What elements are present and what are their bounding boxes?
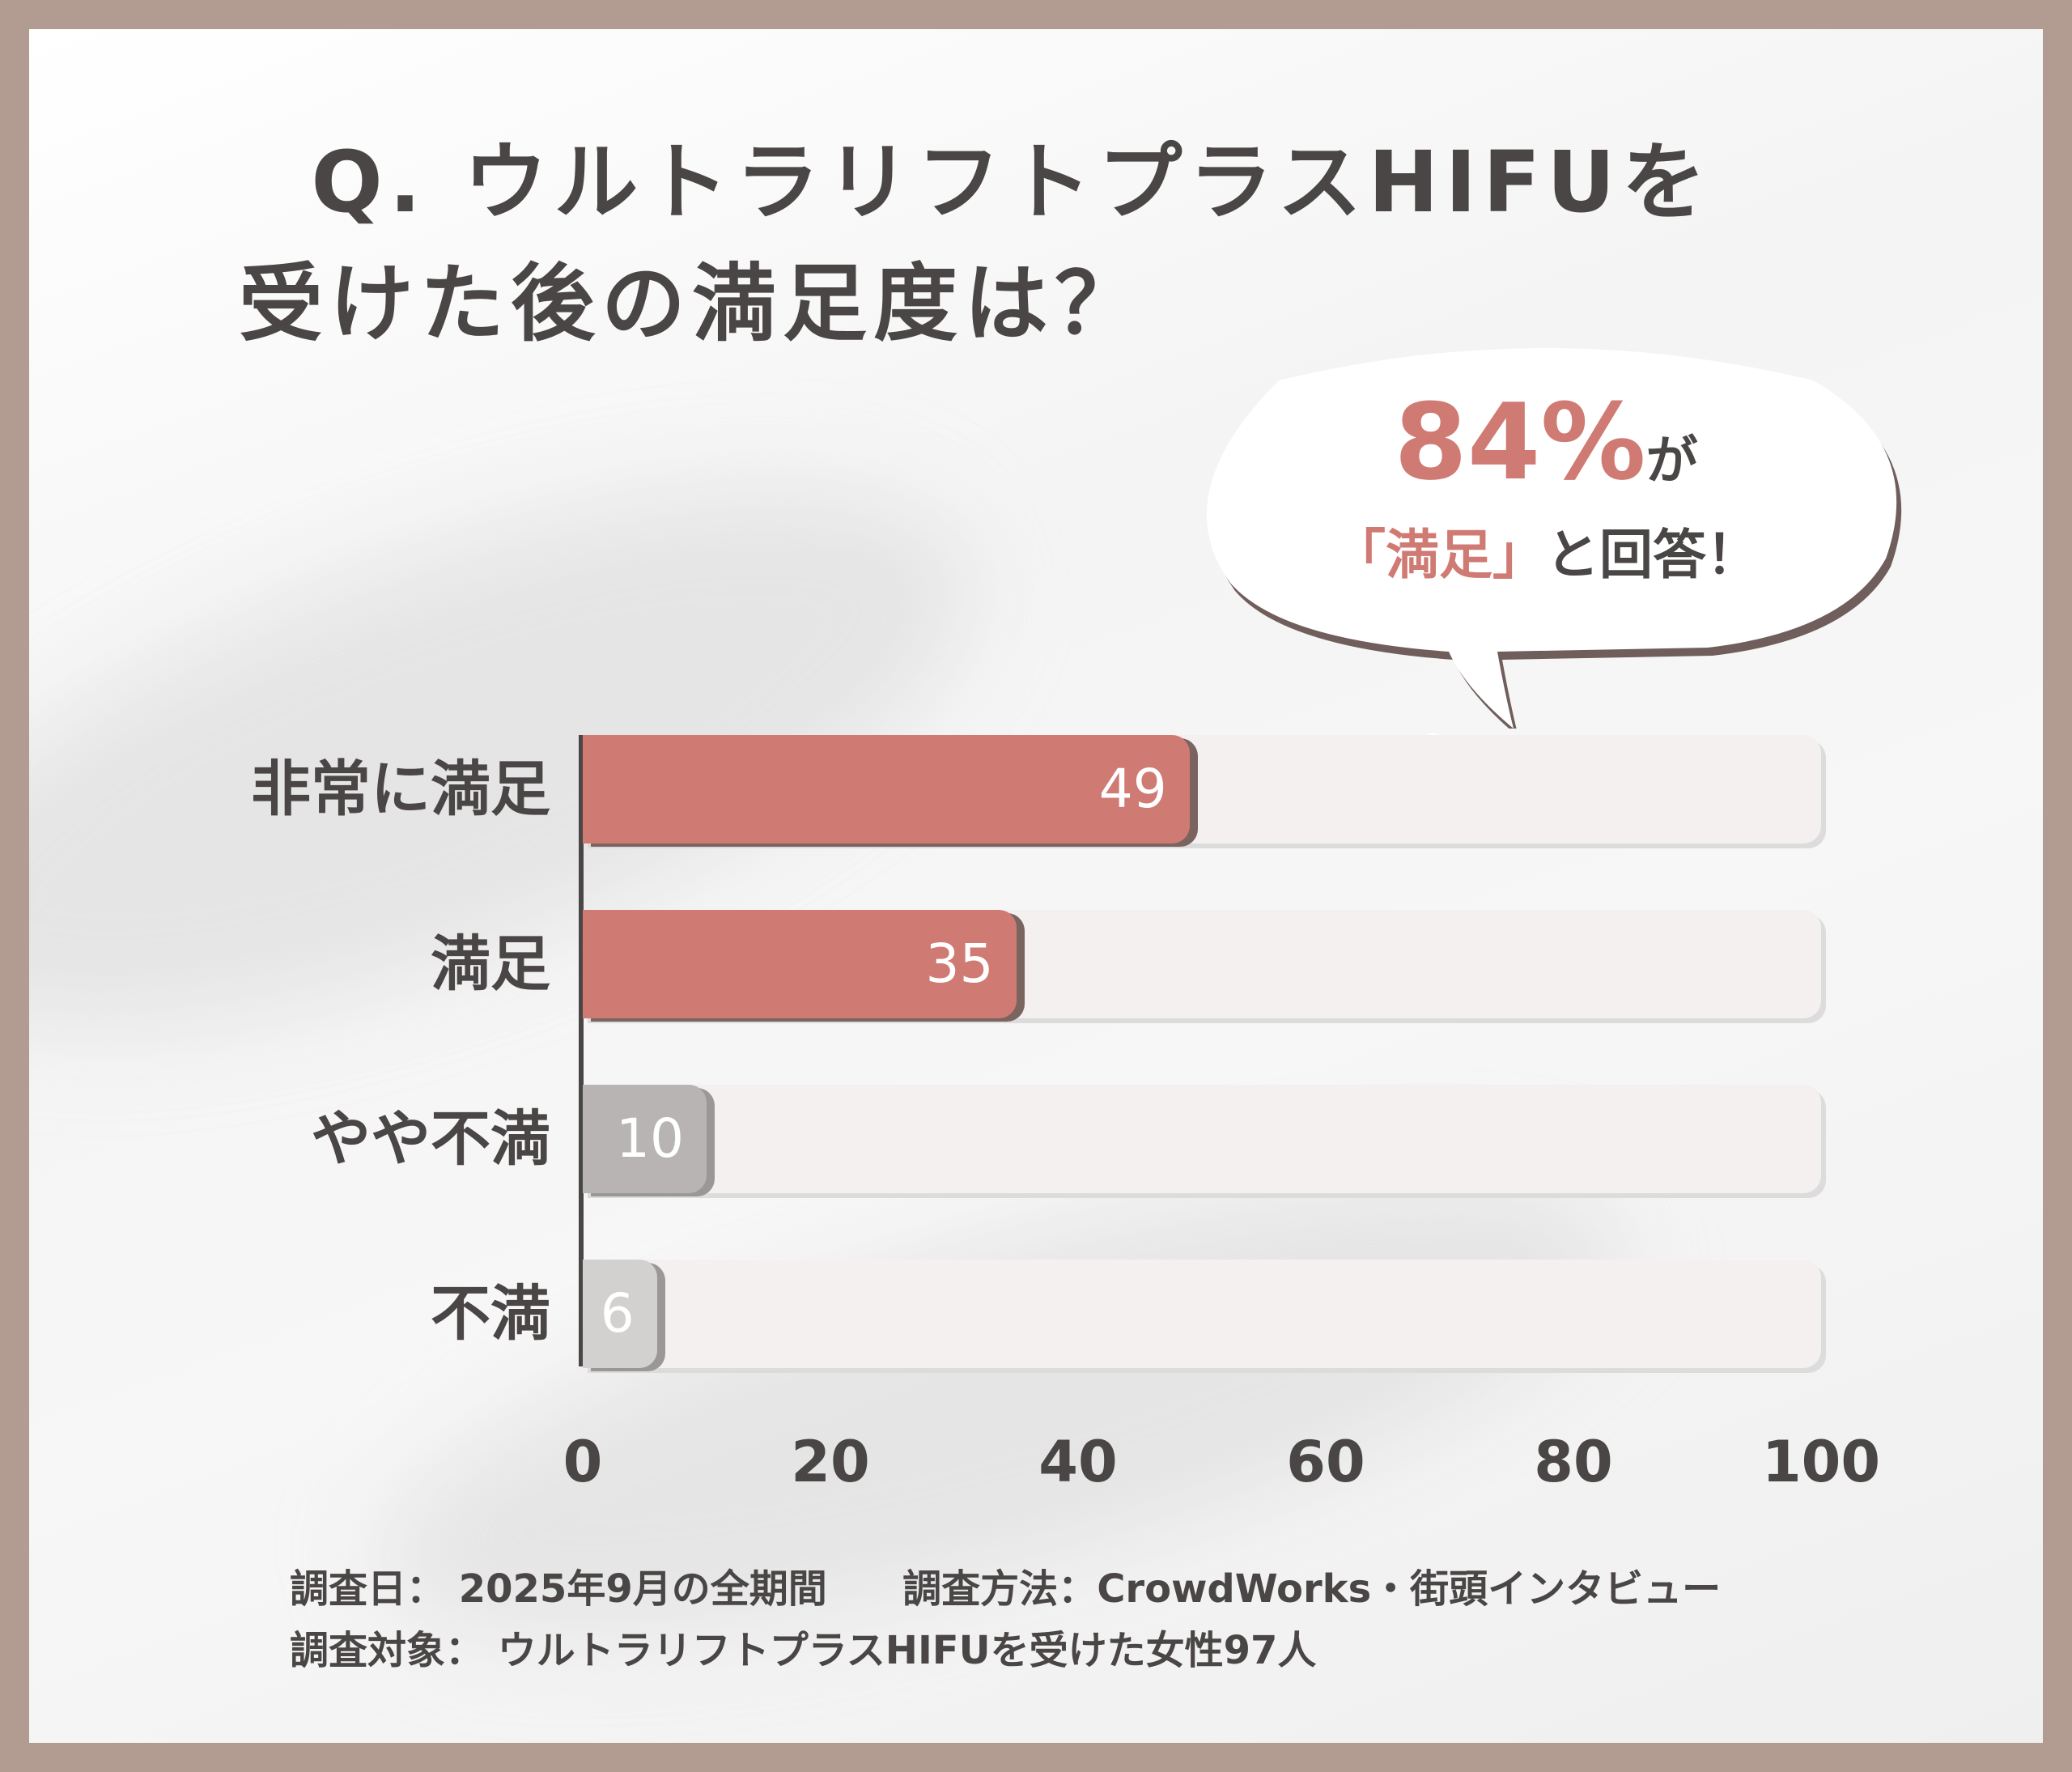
survey-footer: 調査日： 2025年9月の全期間 調査方法：CrowdWorks・街頭インタビュ… [290, 1558, 1721, 1681]
y-axis-line [579, 735, 584, 1366]
speech-bubble [1206, 348, 1902, 729]
survey-method-label: 調査方法： [902, 1566, 1098, 1612]
title-line-2: 受けた後の満足度は？ [238, 254, 1145, 353]
x-tick-label: 100 [1761, 1429, 1881, 1495]
x-tick-label: 0 [563, 1429, 603, 1495]
category-label: やや不満 [311, 1104, 550, 1174]
bar-2 [583, 910, 1017, 1018]
survey-target-value: ウルトラリフトプラスHIFUを受けた女性97人 [497, 1628, 1317, 1673]
bar-value-label: 35 [925, 933, 994, 995]
bar-1 [583, 735, 1190, 844]
chart-card [29, 29, 2043, 1743]
survey-date-value: 2025年9月の全期間 [458, 1566, 827, 1612]
title-line-1: Q. ウルトラリフトプラスHIFUを [311, 133, 1713, 232]
bar-value-label: 10 [616, 1107, 684, 1170]
x-tick-label: 20 [791, 1429, 870, 1495]
survey-target-label: 調査対象： [290, 1628, 485, 1673]
bar-value-label: 49 [1098, 758, 1167, 820]
category-label: 満足 [431, 929, 550, 999]
bar-3 [583, 1085, 707, 1193]
callout-text: 84%が 「満足」と回答！ [1182, 380, 1910, 589]
bar-value-label: 6 [600, 1282, 635, 1345]
chart-title: Q. ウルトラリフトプラスHIFUを 受けた後の満足度は？ [0, 121, 2072, 364]
survey-date-label: 調査日： [290, 1566, 446, 1612]
bar-track [583, 1085, 1821, 1193]
x-tick-label: 80 [1534, 1429, 1613, 1495]
category-label: 不満 [431, 1279, 550, 1349]
survey-method-value: CrowdWorks・街頭インタビュー [1097, 1566, 1722, 1612]
callout-particle: が [1645, 431, 1698, 491]
bar-4 [583, 1260, 657, 1368]
callout-rest: と回答！ [1546, 524, 1760, 586]
category-label: 非常に満足 [251, 754, 550, 824]
callout-percent: 84% [1394, 380, 1646, 504]
x-tick-label: 40 [1038, 1429, 1118, 1495]
x-tick-label: 60 [1286, 1429, 1365, 1495]
callout-quote: 「満足」 [1332, 524, 1546, 586]
bar-track [583, 1260, 1821, 1368]
